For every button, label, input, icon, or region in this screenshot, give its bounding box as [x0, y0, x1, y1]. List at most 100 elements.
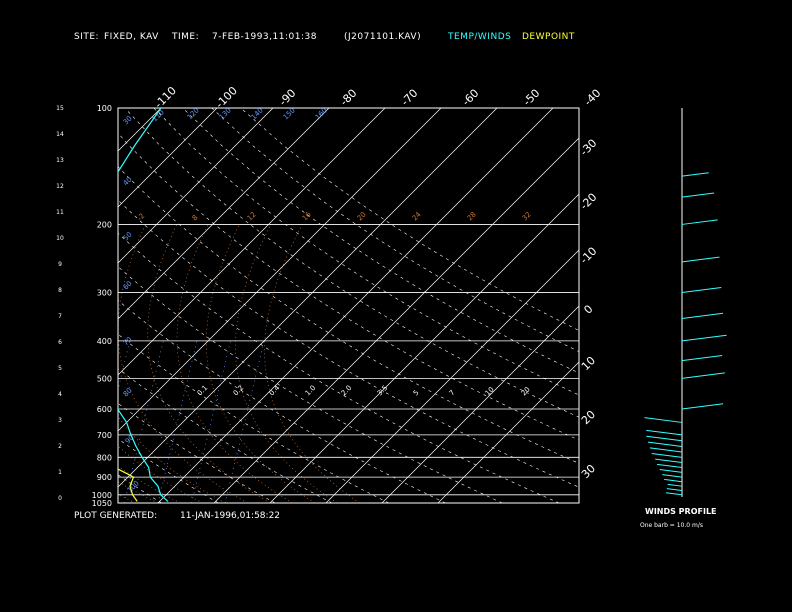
dry-adiabat-line	[118, 232, 560, 503]
height-tick-label: 10	[56, 235, 64, 242]
isotherm-line	[213, 137, 579, 503]
legend-dewpoint: DEWPOINT	[522, 32, 575, 42]
top-temp-tick-label: -40	[582, 87, 604, 109]
isotherm-line	[437, 361, 579, 503]
wind-barb	[646, 429, 683, 436]
header-file-id: (J2071101.KAV)	[344, 32, 422, 42]
pressure-tick-label: 500	[97, 374, 112, 383]
wind-barb	[681, 355, 723, 362]
dry-adiabat-line	[153, 108, 579, 396]
dry-adiabat-line	[118, 266, 503, 503]
wind-barb	[681, 172, 709, 177]
mixing-ratio-line	[157, 340, 198, 503]
wind-barb	[681, 403, 724, 410]
pressure-tick-label: 700	[97, 431, 112, 440]
legend-temp-winds: TEMP/WINDS	[448, 32, 512, 42]
height-tick-label: 3	[58, 417, 62, 424]
dry-adiabat-line	[124, 108, 579, 418]
wind-barb	[681, 287, 722, 294]
right-temp-tick-label: 20	[579, 408, 598, 427]
isotherm-line	[118, 108, 442, 432]
isotherm-line	[118, 108, 274, 264]
header-site-label: SITE:	[74, 32, 100, 42]
moist-adiabat-label: 32	[521, 210, 533, 222]
dry-adiabat-line	[118, 474, 162, 503]
wind-barb	[655, 458, 683, 463]
wind-barb	[659, 469, 683, 473]
top-temp-tick-label: -80	[338, 87, 360, 109]
plot-frame	[117, 107, 580, 504]
dry-adiabat-line	[0, 108, 48, 503]
wind-barb	[681, 334, 727, 342]
header-time-value: 7-FEB-1993,11:01:38	[212, 32, 317, 42]
mixing-ratio-label: 5	[412, 389, 421, 398]
dry-adiabat-line	[118, 403, 276, 503]
moist-adiabat-line	[118, 445, 203, 503]
mixing-ratio-label: 1.0	[304, 384, 318, 398]
moist-adiabat-label: 8	[191, 214, 200, 223]
moist-adiabat-label: 24	[411, 210, 423, 222]
wind-barb	[665, 492, 683, 496]
isotherm-line	[381, 305, 579, 503]
height-tick-label: 15	[56, 105, 64, 112]
height-tick-label: 0	[58, 495, 62, 502]
dry-adiabat-label: 100	[126, 479, 141, 494]
height-tick-label: 6	[58, 339, 62, 346]
moist-adiabat-label: 20	[356, 210, 368, 222]
dry-adiabat-line	[118, 333, 389, 503]
mixing-ratio-label: 0.1	[196, 384, 210, 398]
wind-barb	[681, 256, 720, 263]
moist-adiabat-line	[235, 224, 338, 503]
isotherm-line	[118, 108, 498, 488]
pressure-tick-label: 100	[97, 104, 112, 113]
moist-adiabat-line	[118, 481, 159, 503]
dry-adiabat-line	[0, 108, 105, 503]
wind-barb	[651, 452, 683, 458]
height-tick-label: 7	[58, 313, 62, 320]
dry-adiabat-label: 30	[122, 114, 134, 126]
height-tick-label: 9	[58, 261, 62, 268]
pressure-tick-label: 300	[97, 289, 112, 298]
mixing-ratio-label: 0.2	[232, 384, 246, 398]
pressure-tick-label: 200	[97, 220, 112, 229]
dry-adiabat-label: 110	[151, 108, 166, 123]
dry-adiabat-label: 140	[250, 106, 265, 121]
top-temp-tick-label: -70	[399, 87, 421, 109]
mixing-ratio-label: 10	[484, 385, 496, 397]
right-temp-tick-label: 0	[581, 302, 595, 316]
top-temp-tick-label: -90	[277, 87, 299, 109]
wind-barb	[648, 441, 683, 447]
height-tick-label: 8	[58, 287, 62, 294]
dry-adiabat-line	[118, 199, 579, 488]
height-tick-label: 1	[58, 469, 62, 476]
height-tick-label: 12	[56, 183, 64, 190]
isotherm-line	[0, 108, 49, 503]
dry-adiabat-label: 70	[122, 335, 134, 347]
wind-barb	[681, 192, 715, 198]
dry-adiabat-line	[182, 108, 579, 374]
height-tick-label: 13	[56, 157, 64, 164]
wind-barb	[667, 483, 683, 487]
header-time-label: TIME:	[172, 32, 200, 42]
dry-adiabat-label: 120	[186, 106, 201, 121]
pressure-tick-label: 600	[97, 405, 112, 414]
moist-adiabat-line	[147, 224, 271, 503]
isotherm-line	[0, 108, 105, 503]
mixing-ratio-line	[24, 341, 63, 503]
dry-adiabat-label: 90	[124, 433, 136, 445]
moist-adiabat-line	[0, 224, 91, 503]
dry-adiabat-line	[118, 368, 333, 503]
mixing-ratio-line	[0, 341, 29, 503]
moist-adiabat-line	[118, 224, 248, 503]
wind-barb	[646, 435, 683, 442]
dry-adiabat-line	[118, 132, 579, 441]
pressure-tick-label: 800	[97, 453, 112, 462]
isotherm-line	[118, 108, 386, 376]
wind-barb	[656, 463, 683, 468]
height-tick-label: 11	[56, 209, 64, 216]
mixing-ratio-label: 7	[448, 389, 457, 398]
temperature-line	[118, 108, 169, 502]
dry-adiabat-line	[211, 108, 579, 352]
dry-adiabat-label: 80	[122, 386, 134, 398]
